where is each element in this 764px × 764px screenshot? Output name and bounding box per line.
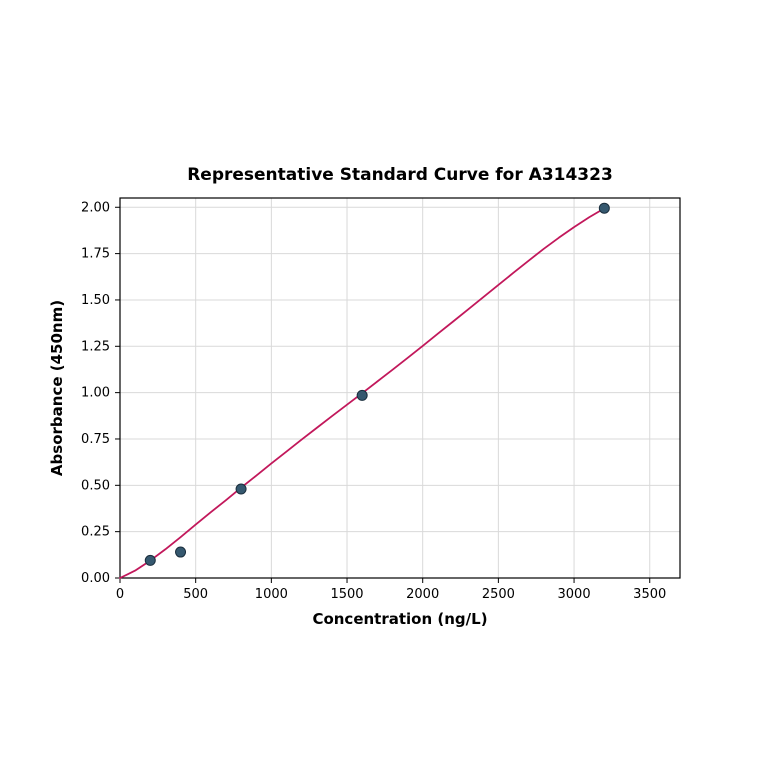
x-tick-label: 3000 [558, 587, 591, 602]
x-tick-label: 1500 [330, 587, 363, 602]
data-point [599, 203, 609, 213]
y-tick-label: 1.00 [81, 386, 110, 401]
data-point [145, 555, 155, 565]
data-point [236, 484, 246, 494]
y-tick-label: 0.25 [81, 525, 110, 540]
y-tick-label: 1.75 [81, 247, 110, 262]
y-tick-label: 0.75 [81, 432, 110, 447]
data-point [176, 547, 186, 557]
data-point [357, 390, 367, 400]
y-tick-label: 1.25 [81, 339, 110, 354]
x-tick-label: 2000 [406, 587, 439, 602]
standard-curve-chart: 0 500 1000 1500 2000 2500 3000 3500 0.00 0.25 0.50… [0, 0, 764, 764]
y-tick-label: 1.50 [81, 293, 110, 308]
y-tick-label: 0.50 [81, 478, 110, 493]
y-tick-label: 0.00 [81, 571, 110, 586]
chart-container: 0 500 1000 1500 2000 2500 3000 3500 0.00 0.25 0.50… [0, 0, 764, 764]
x-tick-label: 3500 [633, 587, 666, 602]
x-tick-label: 0 [116, 587, 124, 602]
x-tick-label: 1000 [255, 587, 288, 602]
x-tick-label: 2500 [482, 587, 515, 602]
x-axis-label: Concentration (ng/L) [312, 610, 487, 628]
x-tick-label: 500 [183, 587, 208, 602]
y-tick-label: 2.00 [81, 200, 110, 215]
chart-title: Representative Standard Curve for A31432… [187, 165, 613, 185]
y-axis-label: Absorbance (450nm) [48, 300, 66, 476]
